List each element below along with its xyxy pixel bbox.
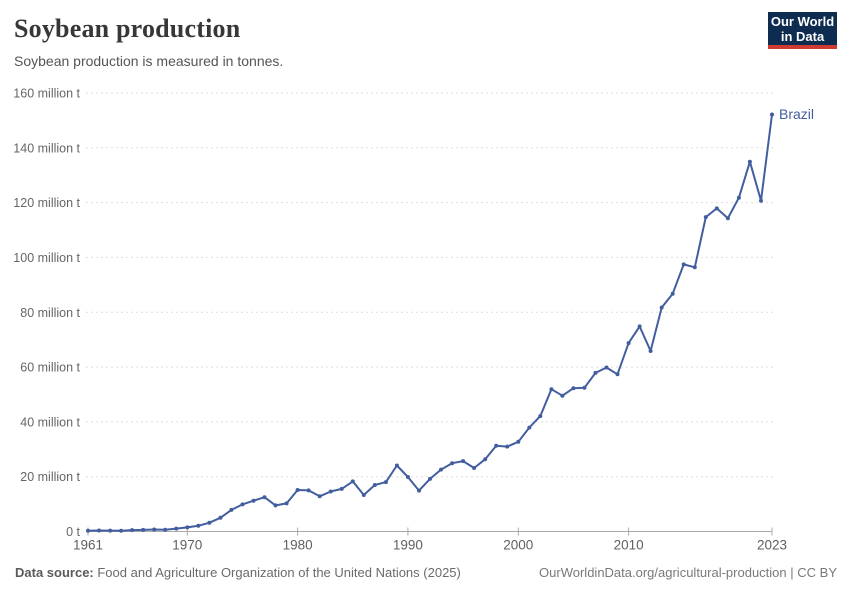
svg-text:Brazil: Brazil	[779, 106, 814, 122]
svg-text:100 million t: 100 million t	[13, 251, 80, 265]
svg-text:60 million t: 60 million t	[20, 361, 80, 375]
footer-credit: OurWorldinData.org/agricultural-producti…	[539, 565, 837, 580]
svg-text:2023: 2023	[757, 538, 787, 553]
data-source-text: Food and Agriculture Organization of the…	[93, 565, 461, 580]
svg-text:160 million t: 160 million t	[13, 87, 80, 101]
svg-text:20 million t: 20 million t	[20, 470, 80, 484]
chart-subtitle: Soybean production is measured in tonnes…	[14, 53, 284, 69]
data-source-label: Data source:	[15, 565, 94, 580]
svg-text:140 million t: 140 million t	[13, 141, 80, 155]
footer: Data source: Food and Agriculture Organi…	[15, 565, 837, 580]
license-badge: CC BY	[797, 565, 837, 580]
data-source-note: Data source: Food and Agriculture Organi…	[15, 565, 461, 580]
svg-text:120 million t: 120 million t	[13, 196, 80, 210]
svg-text:40 million t: 40 million t	[20, 415, 80, 429]
owid-url-link[interactable]: OurWorldinData.org/agricultural-producti…	[539, 565, 787, 580]
owid-logo-line1: Our World	[770, 13, 835, 29]
svg-text:2010: 2010	[614, 538, 644, 553]
svg-text:80 million t: 80 million t	[20, 306, 80, 320]
credit-separator: |	[786, 565, 798, 580]
svg-text:1970: 1970	[172, 538, 202, 553]
owid-logo-line2: in Data	[780, 28, 825, 44]
svg-text:1961: 1961	[73, 538, 103, 553]
owid-logo[interactable]: Our World in Data	[768, 12, 837, 49]
svg-text:1980: 1980	[283, 538, 313, 553]
svg-text:2000: 2000	[503, 538, 533, 553]
page-title: Soybean production	[14, 14, 241, 43]
svg-text:1990: 1990	[393, 538, 423, 553]
svg-text:0 t: 0 t	[66, 525, 80, 539]
